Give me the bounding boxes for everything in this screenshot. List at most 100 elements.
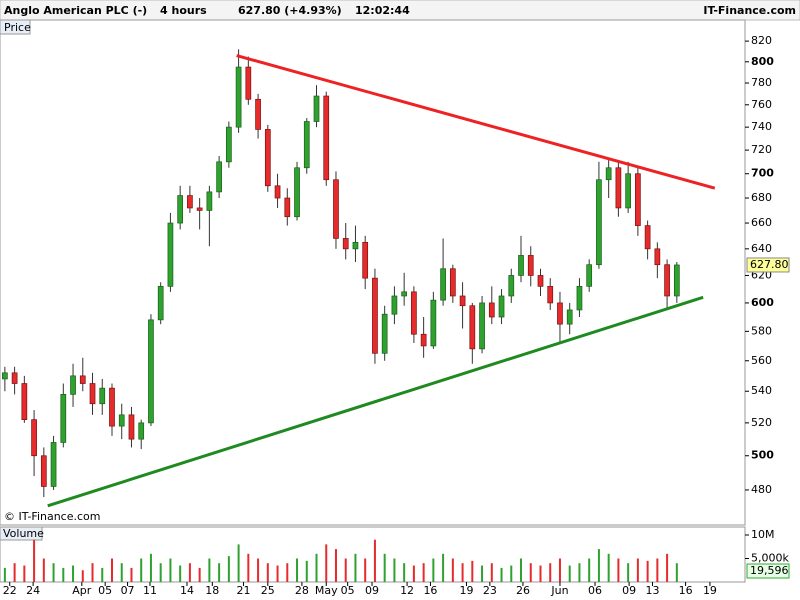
candle-body	[206, 191, 213, 211]
trendline	[236, 54, 716, 190]
candle-body	[274, 185, 281, 199]
candle-body	[50, 442, 57, 487]
quote: 627.80 (+4.93%)	[238, 4, 342, 17]
panel-label-box	[0, 19, 31, 35]
candle-body	[109, 387, 115, 427]
candle-body	[566, 309, 573, 325]
volume-bar	[159, 563, 162, 582]
x-tick-label: 09	[365, 584, 379, 597]
y-tick-label: 720	[751, 143, 772, 156]
candle-body	[479, 302, 485, 350]
volume-bar	[257, 558, 260, 582]
volume-bar	[42, 558, 45, 582]
volume-bar	[529, 563, 532, 582]
volume-bar	[110, 558, 113, 582]
volume-bar	[266, 563, 269, 582]
volume-bar	[617, 558, 620, 582]
volume-label: Volume	[3, 527, 44, 540]
volume-bar	[422, 563, 425, 582]
volume-bar	[91, 563, 94, 582]
volume-bar	[442, 553, 445, 582]
x-tick-label: 23	[483, 584, 497, 597]
volume-bar	[471, 560, 474, 582]
candle-body	[664, 264, 670, 297]
instrument: Anglo American PLC (-)	[4, 4, 147, 17]
y-tick-label: 660	[751, 216, 772, 229]
y-tick-label: 740	[751, 120, 772, 133]
volume-bar	[52, 563, 55, 582]
volume-bar	[296, 558, 299, 582]
volume-bar	[597, 549, 600, 582]
candle-body	[391, 295, 398, 315]
volume-bar	[588, 558, 591, 582]
volume-bar	[237, 544, 240, 582]
volume-bar	[325, 544, 328, 582]
x-tick-label: 12	[400, 584, 414, 597]
y-tick-label: 520	[751, 416, 772, 429]
candle-body	[342, 238, 349, 250]
volume-bar	[607, 553, 610, 582]
volume-bar	[72, 565, 75, 582]
x-tick-label: 16	[423, 584, 437, 597]
volume-bar	[666, 553, 669, 582]
volume-bar	[62, 567, 65, 582]
candle-body	[313, 95, 320, 122]
x-tick-label: 09	[622, 584, 636, 597]
volume-bar	[188, 563, 191, 582]
x-tick-label: 16	[679, 584, 693, 597]
candle-body	[557, 302, 563, 325]
y-tick-label: 480	[751, 483, 772, 496]
candle-body	[654, 248, 661, 266]
x-tick-label: 18	[205, 584, 219, 597]
candle-body	[196, 207, 203, 211]
x-tick-label: 06	[588, 584, 602, 597]
volume-bar	[354, 553, 357, 582]
y-tick-label: 560	[751, 354, 772, 367]
volume-bar	[520, 558, 523, 582]
candle-body	[79, 375, 86, 384]
volume-bar	[646, 560, 649, 582]
volume-bar	[656, 558, 659, 582]
volume-bar	[120, 563, 123, 582]
x-tick-label: 22	[3, 584, 17, 597]
candle-body	[411, 291, 417, 335]
volume-bar	[558, 558, 561, 582]
volume-tag: 19,596	[750, 564, 789, 577]
candle-body	[625, 173, 631, 209]
y-tick-label: 760	[751, 98, 772, 111]
volume-bar	[373, 539, 376, 582]
y-tick-label: 540	[751, 384, 772, 397]
volume-bar	[383, 553, 386, 582]
candle-body	[498, 295, 505, 318]
clock: 12:02:44	[355, 4, 410, 17]
volume-bar	[364, 558, 367, 582]
y-tick-label: 500	[751, 449, 774, 462]
candle-body	[216, 161, 222, 193]
volume-bar	[208, 558, 211, 582]
candle-body	[605, 167, 612, 181]
candle-body	[89, 383, 96, 405]
candle-body	[576, 285, 583, 311]
y-tick-label: 680	[751, 191, 772, 204]
price-tag: 627.80	[750, 258, 789, 271]
candle-body	[40, 455, 47, 487]
volume-bar	[451, 558, 454, 582]
volume-bar	[3, 567, 6, 582]
x-tick-label: Jun	[550, 584, 568, 597]
volume-bar	[101, 567, 104, 582]
volume-bar	[23, 565, 26, 582]
x-tick-label: 05	[341, 584, 355, 597]
candle-body	[527, 255, 534, 276]
x-tick-label: 24	[26, 584, 40, 597]
candle-body	[2, 372, 8, 380]
volume-bar	[130, 567, 133, 582]
volume-bar	[179, 565, 182, 582]
volume-tick-label: 5,000k	[751, 551, 789, 564]
volume-bar	[636, 558, 639, 582]
candle-body	[430, 299, 437, 347]
candle-body	[372, 277, 378, 354]
volume-bar	[510, 565, 513, 582]
volume-bar	[334, 549, 337, 582]
header: Anglo American PLC (-) 4 hours 627.80 (+…	[0, 0, 800, 21]
